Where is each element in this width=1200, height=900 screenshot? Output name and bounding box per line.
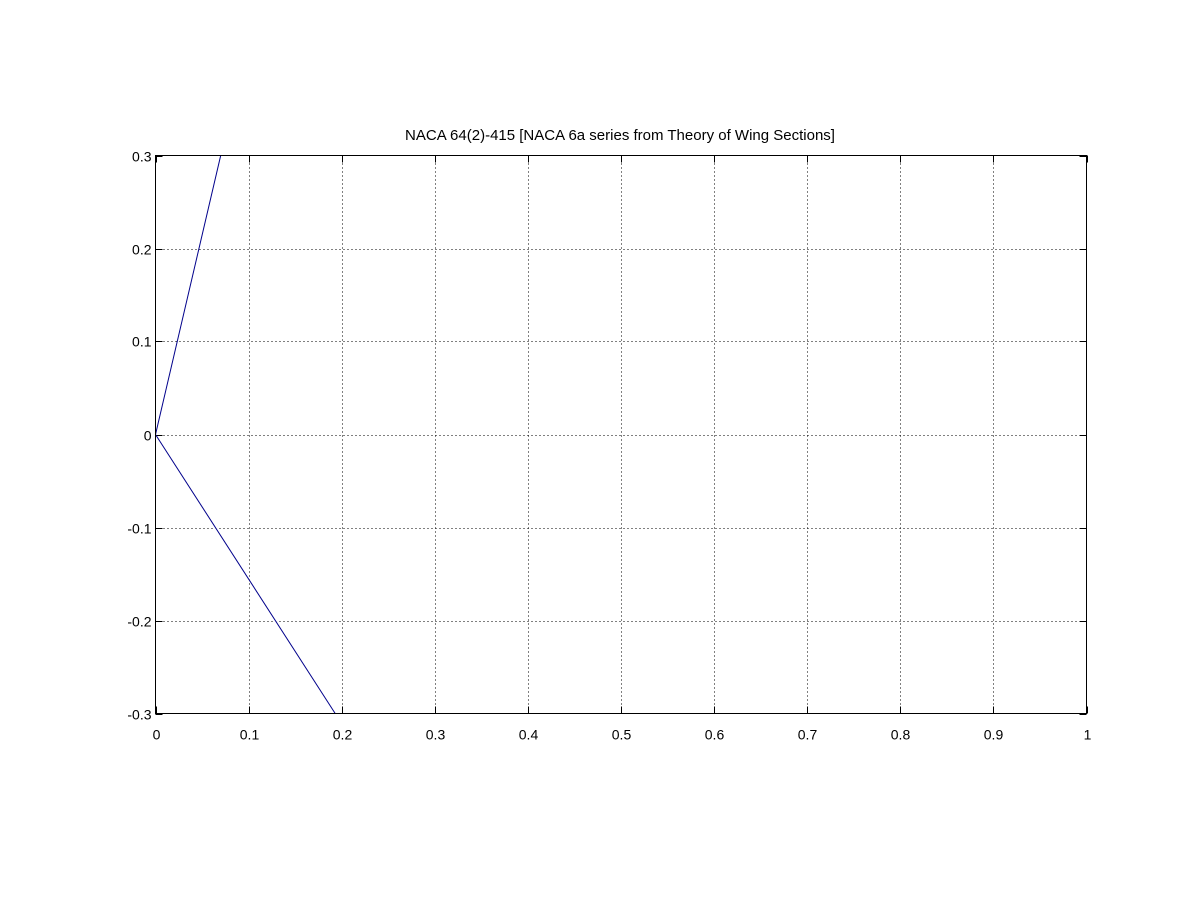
x-tick-label: 0.1 [240, 727, 260, 743]
y-tick-label: -0.2 [127, 614, 151, 630]
chart-title: NACA 64(2)-415 [NACA 6a series from Theo… [405, 127, 835, 144]
y-tick-label: -0.3 [127, 707, 151, 723]
x-tick-label: 0.7 [798, 727, 818, 743]
y-tick-label: 0.1 [132, 334, 152, 350]
ticks [155, 155, 1088, 715]
x-tick-label: 0.6 [705, 727, 725, 743]
x-tick-label: 0.2 [333, 727, 353, 743]
y-tick-label: -0.1 [127, 521, 151, 537]
plot-area-frame [155, 155, 1087, 714]
y-tick-label: 0 [144, 428, 152, 444]
y-tick-label: 0.2 [132, 242, 152, 258]
grid [155, 155, 1087, 714]
x-tick-label: 0 [153, 727, 161, 743]
x-tick-label: 0.9 [984, 727, 1004, 743]
tick-labels: 0 0.1 0.2 0.3 0.4 0.5 0.6 0.7 0.8 0.9 1 -0.3 -0.2 -0.… [127, 149, 1091, 743]
x-tick-label: 0.4 [519, 727, 539, 743]
x-tick-label: 0.5 [612, 727, 632, 743]
y-tick-label: 0.3 [132, 149, 152, 165]
x-tick-label: 0.3 [426, 727, 446, 743]
series-line-1 [155, 155, 222, 435]
x-tick-label: 0.8 [891, 727, 911, 743]
series-line-2 [155, 434, 336, 714]
series [155, 155, 336, 714]
x-tick-label: 1 [1084, 727, 1092, 743]
